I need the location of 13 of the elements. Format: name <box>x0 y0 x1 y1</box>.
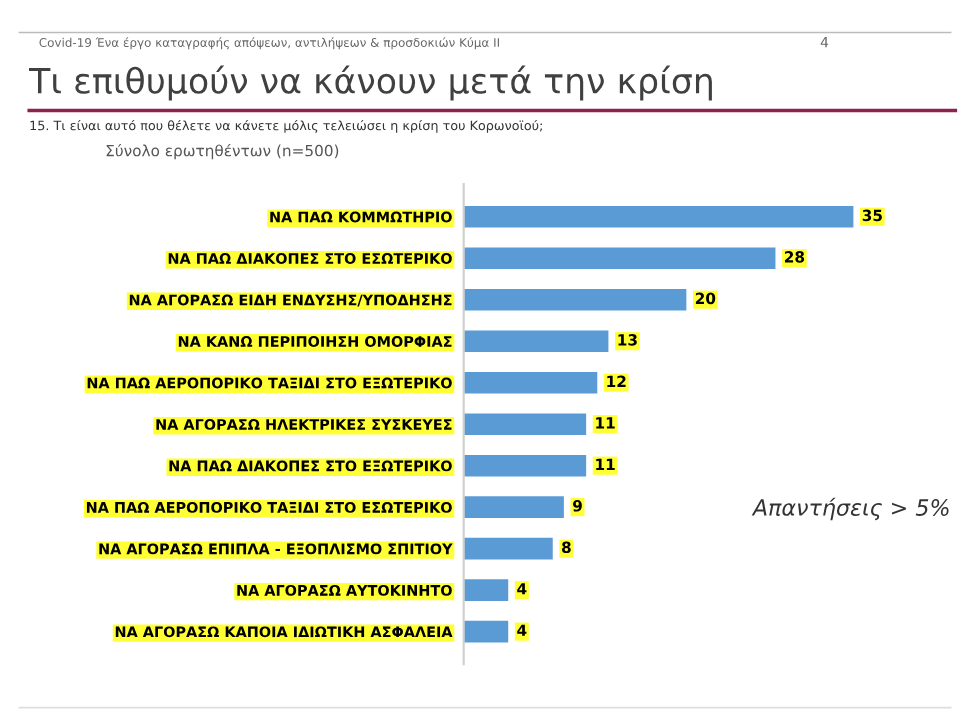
annotation: Απαντήσεις > 5% <box>751 497 949 521</box>
bar <box>463 288 687 311</box>
bar <box>463 620 509 643</box>
chart-title: Τι επιθυμούν να κάνουν μετά την κρίση <box>29 65 712 101</box>
bar <box>463 247 776 269</box>
bar <box>463 330 609 352</box>
bar <box>463 496 564 518</box>
bar <box>463 579 509 601</box>
bar <box>463 205 854 228</box>
bar <box>463 371 598 394</box>
bar <box>463 454 587 477</box>
bar <box>463 413 587 435</box>
bar <box>463 537 553 560</box>
